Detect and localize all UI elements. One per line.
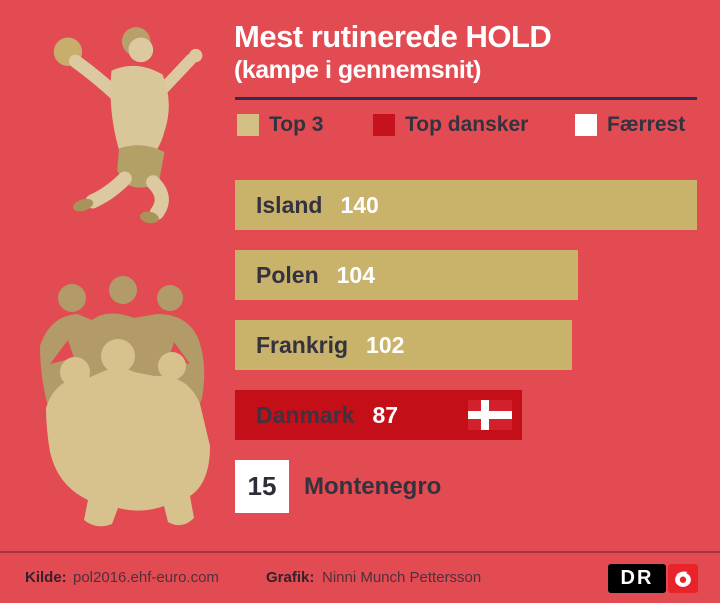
bar-danmark: Danmark 87: [235, 390, 523, 440]
legend-label: Top 3: [269, 113, 324, 136]
bar-value-box: 15: [235, 460, 289, 513]
legend-item-top-dansker: Top dansker: [373, 113, 528, 137]
legend-swatch-top3-icon: [237, 114, 259, 136]
bar-chart: Island 140 Polen 104 Frankrig 102 Danmark 87 15 M…: [235, 180, 697, 520]
bar-label: Frankrig: [256, 331, 349, 358]
source-label: Kilde:: [25, 569, 67, 586]
team-illustration: [40, 276, 210, 527]
bar-label: Montenegro: [304, 472, 442, 500]
bar-value: 104: [336, 261, 375, 288]
bar-polen: Polen 104: [235, 250, 579, 300]
bar-frankrig: Frankrig 102: [235, 320, 572, 370]
legend-swatch-faerrest-icon: [575, 114, 597, 136]
bar-label: Island: [256, 191, 323, 218]
legend-label: Færrest: [607, 113, 686, 136]
handball-player-illustration: [53, 27, 203, 224]
legend-label: Top dansker: [405, 113, 529, 136]
source-value: pol2016.ehf-euro.com: [73, 569, 219, 586]
footer: Kilde: pol2016.ehf-euro.com Grafik: Ninn…: [0, 551, 720, 603]
page-subtitle: (kampe i gennemsnit): [234, 56, 482, 84]
bar-montenegro: 15 Montenegro: [235, 460, 697, 513]
page-title: Mest rutinerede HOLD: [234, 19, 552, 54]
dr-logo: DR: [608, 564, 698, 593]
dr-logo-text: DR: [608, 564, 666, 593]
credit-value: Ninni Munch Pettersson: [322, 569, 482, 586]
bar-label: Polen: [256, 261, 319, 288]
credit-label: Grafik:: [266, 569, 315, 586]
bar-value: 87: [372, 401, 399, 428]
legend-swatch-top-dansker-icon: [373, 114, 395, 136]
bar-value: 140: [340, 191, 379, 218]
header-divider: [235, 97, 697, 100]
legend-item-top3: Top 3: [237, 113, 323, 137]
bar-island: Island 140: [235, 180, 697, 230]
denmark-flag-icon: [468, 400, 513, 430]
legend-item-faerrest: Færrest: [575, 113, 685, 137]
legend: Top 3 Top dansker Færrest: [235, 113, 697, 139]
bar-label: Danmark: [256, 401, 355, 428]
bar-value: 15: [247, 471, 277, 501]
bar-value: 102: [366, 331, 405, 358]
dr-eye-icon: [668, 564, 698, 593]
